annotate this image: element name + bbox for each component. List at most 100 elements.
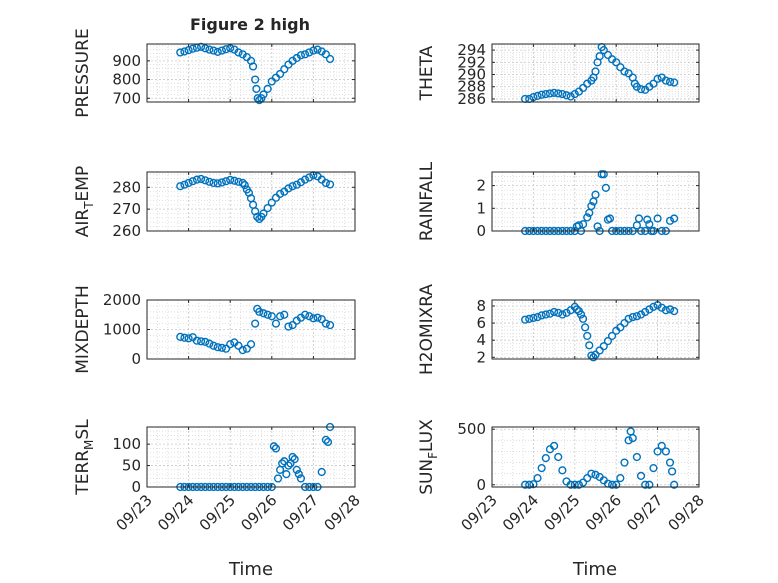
terr_msl-point xyxy=(323,437,333,447)
mixdepth-point xyxy=(288,320,297,330)
theta-point xyxy=(554,89,563,98)
sun_flux-point xyxy=(620,458,629,467)
mixdepth-point xyxy=(284,322,293,331)
sun_flux-axes-box xyxy=(491,426,700,488)
mixdepth-point xyxy=(263,310,272,319)
sun_flux-y-tick-label: 0 xyxy=(476,476,486,494)
h2omixra-point xyxy=(578,314,588,323)
h2omixra-point xyxy=(583,331,592,341)
rainfall-point xyxy=(653,214,662,223)
air_temp-point xyxy=(184,178,193,188)
h2omixra-axes-box xyxy=(491,299,700,360)
air_temp-point xyxy=(205,177,214,186)
h2omixra-point xyxy=(657,303,666,312)
h2omixra-point xyxy=(581,323,590,332)
air_temp-point xyxy=(300,175,310,184)
theta-point xyxy=(562,91,571,100)
mixdepth-point xyxy=(259,309,268,318)
theta-point xyxy=(566,92,575,101)
terr_msl-point xyxy=(296,474,306,483)
mixdepth-y-tick-label: 2000 xyxy=(103,291,141,309)
sun_flux-point xyxy=(529,480,538,489)
theta-point xyxy=(661,76,670,85)
sun_flux-point xyxy=(649,464,658,473)
h2omixra-plot-area xyxy=(492,300,699,359)
h2omixra-point xyxy=(641,307,650,317)
h2omixra-point xyxy=(562,308,571,317)
mixdepth-point xyxy=(176,332,185,341)
rainfall-point xyxy=(670,214,679,223)
h2omixra-y-tick-label: 4 xyxy=(476,331,486,349)
rainfall-point xyxy=(583,213,592,222)
h2omixra-point xyxy=(554,308,563,317)
h2omixra-point xyxy=(599,342,608,351)
pressure-point xyxy=(176,48,185,57)
theta-y-tick-label: 292 xyxy=(457,53,486,71)
air_temp-point xyxy=(221,177,231,186)
pressure-point xyxy=(213,47,222,56)
rainfall-point xyxy=(665,216,675,225)
air_temp-y-tick-label: 280 xyxy=(112,178,141,196)
h2omixra-y-tick-label: 6 xyxy=(476,314,486,332)
pressure-point xyxy=(196,42,206,51)
mixdepth-y-tick-label: 1000 xyxy=(103,321,141,339)
sun_flux-point xyxy=(641,480,650,489)
sun_flux-point xyxy=(587,469,596,478)
rainfall-point xyxy=(634,214,644,223)
air_temp-point xyxy=(267,198,276,207)
theta-y-axis-label: THETA xyxy=(417,45,437,101)
panel-rainfall: 0 1 2 RAINFALL xyxy=(417,161,700,241)
pressure-point xyxy=(251,75,260,84)
theta-point xyxy=(545,89,555,98)
pressure-point xyxy=(201,44,210,53)
theta-y-tick-label: 286 xyxy=(457,90,486,108)
sun_flux-point xyxy=(583,474,592,483)
air_temp-point xyxy=(292,180,301,189)
sun_flux-point xyxy=(537,464,546,473)
rainfall-axes-box xyxy=(491,171,700,232)
h2omixra-point xyxy=(636,310,646,319)
air_temp-point xyxy=(253,212,262,221)
h2omixra-point xyxy=(591,350,600,359)
mixdepth-point xyxy=(205,339,214,348)
mixdepth-y-tick-label: 0 xyxy=(131,350,141,368)
theta-y-tick-label: 288 xyxy=(457,78,486,96)
h2omixra-point xyxy=(545,309,555,318)
sun_flux-point xyxy=(624,436,633,445)
air_temp-point xyxy=(188,177,197,186)
air_temp-point xyxy=(296,178,306,187)
sun_flux-point xyxy=(612,480,621,489)
h2omixra-point xyxy=(603,336,613,346)
air_temp-point xyxy=(217,178,226,187)
pressure-plot-area xyxy=(147,44,355,102)
air_temp-point xyxy=(255,214,264,224)
terr_msl-y-tick-label: 100 xyxy=(112,435,141,453)
mixdepth-point xyxy=(309,314,318,323)
h2omixra-point xyxy=(529,313,538,323)
pressure-y-tick-label: 700 xyxy=(112,89,141,107)
pressure-point xyxy=(209,46,218,55)
terr_msl-point xyxy=(284,461,293,470)
h2omixra-point xyxy=(521,315,530,324)
air_temp-point xyxy=(288,182,297,191)
air_temp-point xyxy=(321,178,330,188)
pressure-y-tick-label: 900 xyxy=(112,52,141,70)
mixdepth-point xyxy=(184,334,193,343)
terr_msl-point xyxy=(317,467,326,477)
theta-point xyxy=(533,91,542,100)
sun_flux-point xyxy=(645,480,654,489)
terr_msl-point xyxy=(271,444,281,453)
pressure-axes-box xyxy=(146,43,356,103)
theta-point xyxy=(603,50,613,60)
terr_msl-point xyxy=(294,470,303,479)
theta-point xyxy=(537,90,546,99)
mixdepth-point xyxy=(221,344,231,353)
pressure-y-tick-label: 800 xyxy=(112,71,141,89)
theta-point xyxy=(591,67,600,76)
sun_flux-point xyxy=(549,441,559,450)
rainfall-point xyxy=(643,215,652,224)
panel-mixdepth: 0 1000 2000 MIXDEPTH xyxy=(73,285,356,374)
mixdepth-point xyxy=(267,312,276,321)
